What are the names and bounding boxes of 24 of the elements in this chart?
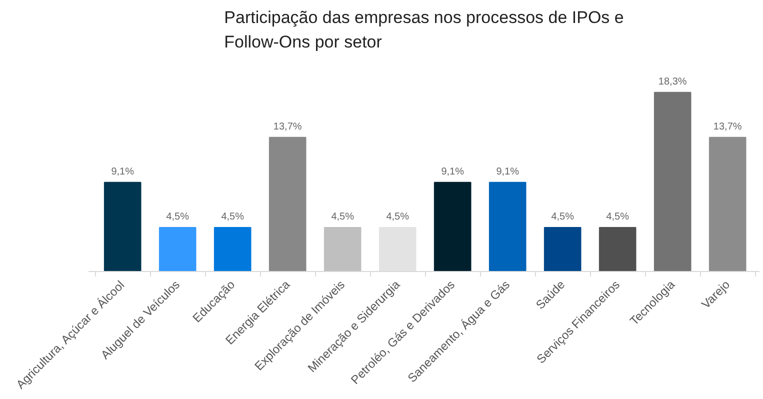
data-label: 9,1%: [111, 166, 134, 178]
data-label: 4,5%: [331, 211, 354, 222]
data-label: 13,7%: [713, 121, 742, 132]
bar: [434, 182, 472, 272]
data-label: 4,5%: [606, 211, 630, 222]
bar: [654, 92, 692, 272]
chart-title: Participação das empresas nos processos de IPOs e Follow-Ons por setor: [224, 8, 624, 52]
bar: [104, 182, 142, 272]
bar: [214, 226, 252, 272]
data-label: 4,5%: [551, 211, 574, 222]
bar: [158, 226, 196, 272]
bar: [544, 226, 582, 272]
data-label: 9,1%: [496, 166, 520, 178]
bar: [708, 136, 746, 272]
data-label: 4,5%: [221, 211, 244, 222]
data-label: 4,5%: [386, 211, 410, 222]
bar: [324, 226, 362, 272]
data-label: 13,7%: [273, 121, 302, 132]
data-label: 9,1%: [441, 166, 464, 178]
bar: [488, 182, 526, 272]
bar: [268, 136, 306, 272]
data-label: 4,5%: [166, 211, 190, 222]
data-label: 18,3%: [658, 76, 687, 88]
bar: [598, 226, 636, 272]
